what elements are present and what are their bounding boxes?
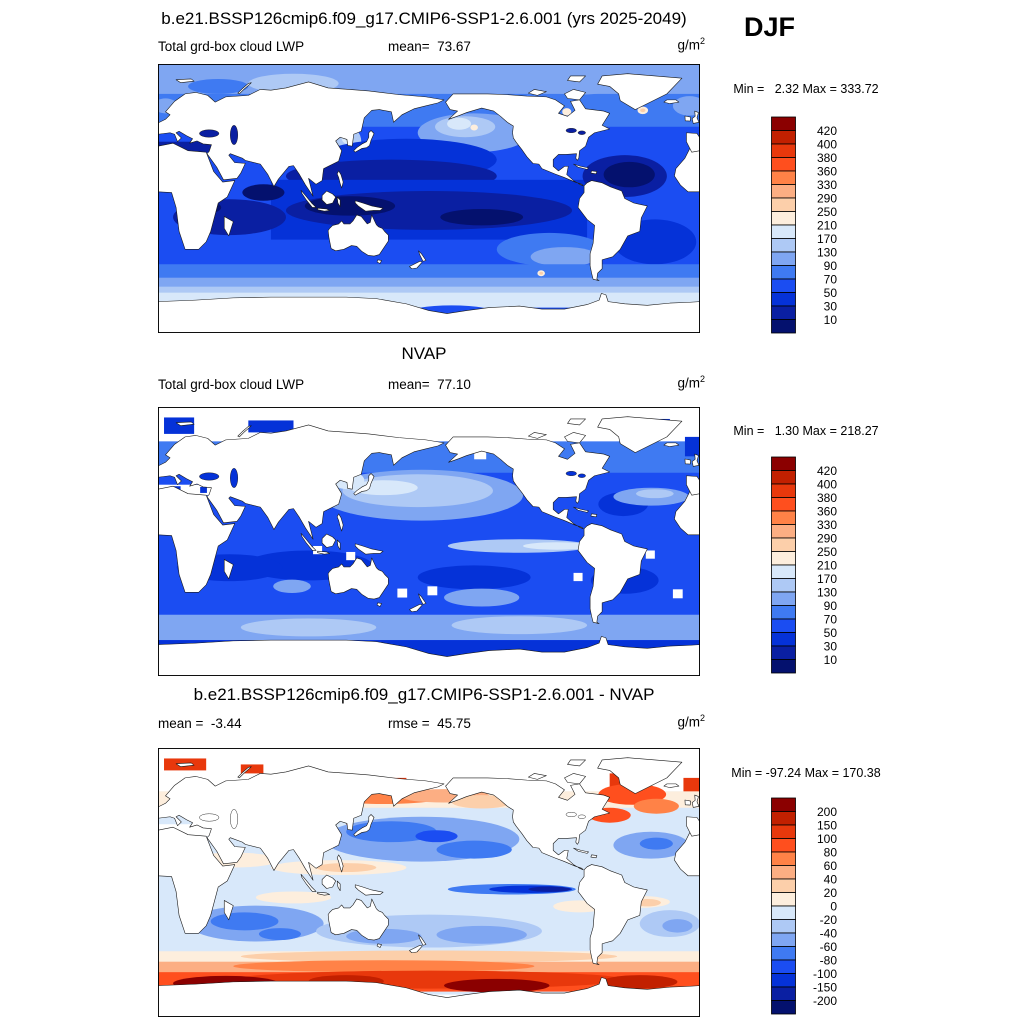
svg-text:-200: -200: [813, 994, 837, 1008]
svg-text:30: 30: [824, 640, 838, 654]
svg-text:170: 170: [817, 232, 837, 246]
obs-title: NVAP: [401, 344, 447, 363]
svg-text:250: 250: [817, 545, 837, 559]
svg-text:250: 250: [817, 205, 837, 219]
model-map: [158, 64, 700, 333]
diff-units-label: g/m2: [677, 713, 705, 730]
obs-field-label: Total grd-box cloud LWP: [158, 377, 305, 392]
svg-text:-20: -20: [820, 913, 838, 927]
svg-text:80: 80: [824, 846, 838, 860]
obs-units-label: g/m2: [677, 374, 705, 391]
obs-mean-stat: mean= 77.10: [388, 377, 471, 392]
svg-text:210: 210: [817, 219, 837, 233]
svg-text:170: 170: [817, 572, 837, 586]
svg-text:130: 130: [817, 246, 837, 260]
svg-text:-100: -100: [813, 967, 837, 981]
svg-text:50: 50: [824, 626, 838, 640]
svg-text:-80: -80: [820, 954, 838, 968]
svg-text:10: 10: [824, 313, 838, 327]
svg-text:400: 400: [817, 138, 837, 152]
svg-text:30: 30: [824, 300, 838, 314]
svg-text:200: 200: [817, 805, 837, 819]
model-title: b.e21.BSSP126cmip6.f09_g17.CMIP6-SSP1-2.…: [161, 9, 687, 28]
svg-text:380: 380: [817, 151, 837, 165]
diff-colorbar: 200150100806040200-20-40-60-80-100-150-2…: [771, 797, 838, 1015]
obs-minmax-label: Min = 1.30 Max = 218.27: [733, 424, 879, 438]
model-mean-stat: mean= 73.67: [388, 39, 471, 54]
svg-text:90: 90: [824, 259, 838, 273]
diff-mean-stat: mean = -3.44: [158, 716, 242, 731]
svg-text:150: 150: [817, 819, 837, 833]
svg-text:-150: -150: [813, 981, 837, 995]
svg-text:360: 360: [817, 165, 837, 179]
svg-text:70: 70: [824, 273, 838, 287]
svg-text:50: 50: [824, 286, 838, 300]
svg-text:-40: -40: [820, 927, 838, 941]
svg-text:20: 20: [824, 886, 838, 900]
svg-text:130: 130: [817, 586, 837, 600]
model-minmax-label: Min = 2.32 Max = 333.72: [733, 82, 879, 96]
svg-text:290: 290: [817, 532, 837, 546]
obs-map: [158, 407, 700, 676]
svg-text:100: 100: [817, 832, 837, 846]
svg-text:380: 380: [817, 491, 837, 505]
svg-text:360: 360: [817, 505, 837, 519]
svg-text:60: 60: [824, 859, 838, 873]
diff-minmax-label: Min = -97.24 Max = 170.38: [731, 766, 881, 780]
svg-text:420: 420: [817, 464, 837, 478]
diff-title: b.e21.BSSP126cmip6.f09_g17.CMIP6-SSP1-2.…: [193, 685, 655, 704]
svg-text:330: 330: [817, 518, 837, 532]
svg-text:0: 0: [830, 900, 837, 914]
svg-text:40: 40: [824, 873, 838, 887]
svg-text:210: 210: [817, 559, 837, 573]
svg-text:400: 400: [817, 478, 837, 492]
svg-text:290: 290: [817, 192, 837, 206]
svg-text:70: 70: [824, 613, 838, 627]
svg-text:90: 90: [824, 599, 838, 613]
season-label: DJF: [744, 12, 796, 42]
svg-text:330: 330: [817, 178, 837, 192]
svg-text:-60: -60: [820, 940, 838, 954]
model-field-label: Total grd-box cloud LWP: [158, 39, 305, 54]
model-units-label: g/m2: [677, 36, 705, 53]
svg-text:420: 420: [817, 124, 837, 138]
svg-text:10: 10: [824, 653, 838, 667]
diff-rmse-stat: rmse = 45.75: [388, 716, 471, 731]
diff-map: [158, 748, 700, 1017]
